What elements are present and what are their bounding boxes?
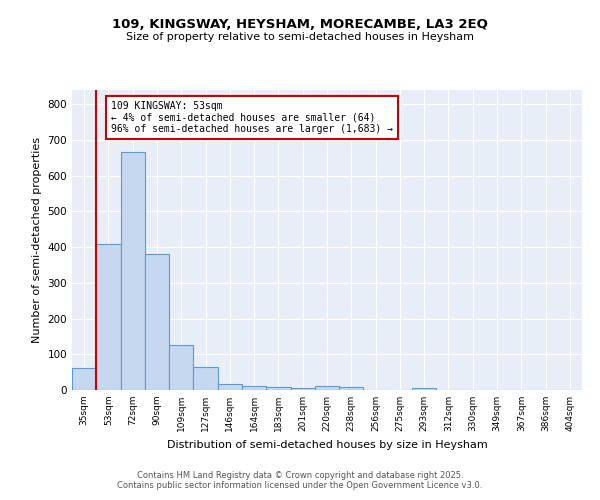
Bar xyxy=(72,368,96,390)
Bar xyxy=(290,388,315,390)
Bar xyxy=(315,386,339,390)
Bar xyxy=(242,386,266,390)
Bar xyxy=(145,254,169,390)
Text: Size of property relative to semi-detached houses in Heysham: Size of property relative to semi-detach… xyxy=(126,32,474,42)
Text: Contains HM Land Registry data © Crown copyright and database right 2025.
Contai: Contains HM Land Registry data © Crown c… xyxy=(118,470,482,490)
Bar xyxy=(266,387,290,390)
Bar xyxy=(218,384,242,390)
Bar xyxy=(169,346,193,390)
X-axis label: Distribution of semi-detached houses by size in Heysham: Distribution of semi-detached houses by … xyxy=(167,440,487,450)
Y-axis label: Number of semi-detached properties: Number of semi-detached properties xyxy=(32,137,42,343)
Text: 109, KINGSWAY, HEYSHAM, MORECAMBE, LA3 2EQ: 109, KINGSWAY, HEYSHAM, MORECAMBE, LA3 2… xyxy=(112,18,488,30)
Bar xyxy=(339,387,364,390)
Bar xyxy=(412,388,436,390)
Bar xyxy=(193,367,218,390)
Text: 109 KINGSWAY: 53sqm
← 4% of semi-detached houses are smaller (64)
96% of semi-de: 109 KINGSWAY: 53sqm ← 4% of semi-detache… xyxy=(111,100,393,134)
Bar xyxy=(96,244,121,390)
Bar xyxy=(121,152,145,390)
